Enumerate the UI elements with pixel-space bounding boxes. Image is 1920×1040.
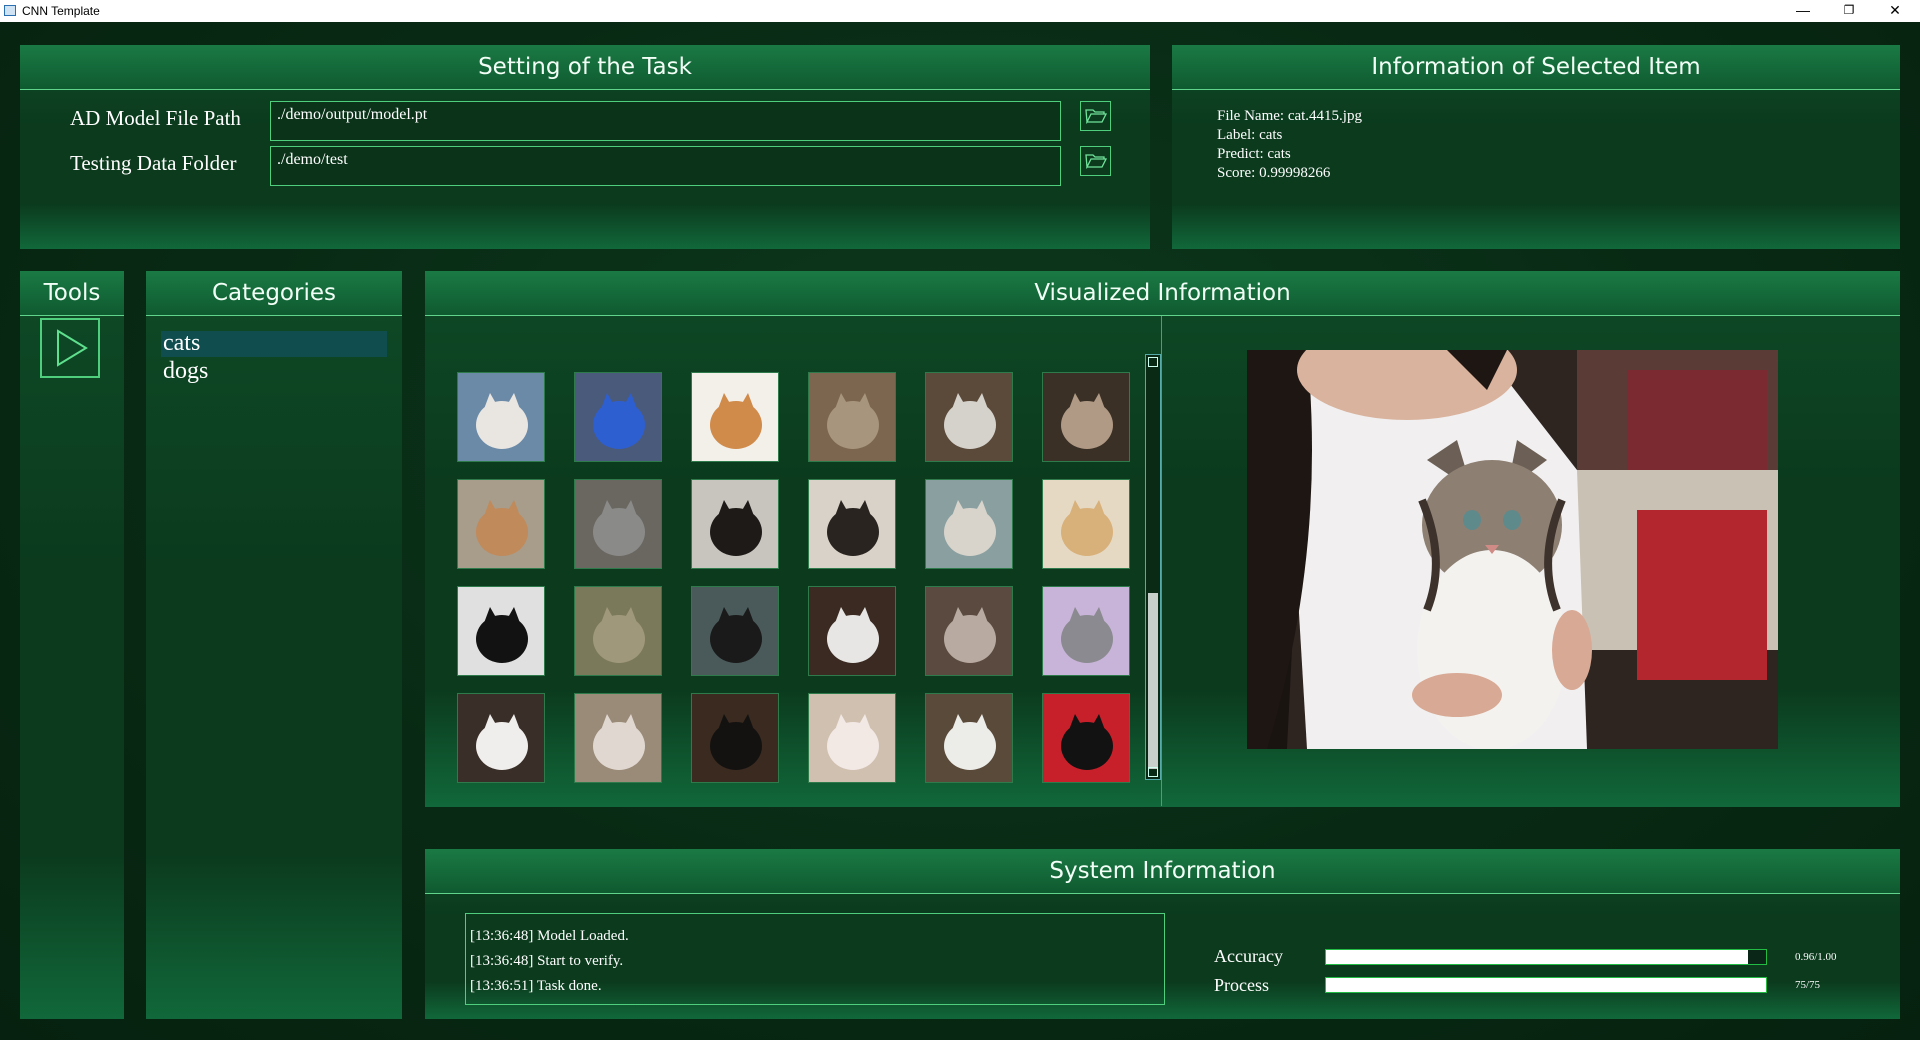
thumbnail-image[interactable] (925, 372, 1013, 462)
thumbnail-image[interactable] (691, 372, 779, 462)
info-score: Score: 0.99998266 (1217, 165, 1331, 181)
process-bar (1325, 977, 1767, 993)
info-label: Label: cats (1217, 127, 1283, 143)
categories-panel: Categories (146, 271, 402, 1019)
process-value: 75/75 (1795, 979, 1821, 991)
system-log: [13:36:48] Model Loaded. [13:36:48] Star… (465, 913, 1165, 1005)
preview-image (1247, 350, 1778, 749)
selected-info-panel: Information of Selected Item (1172, 45, 1900, 249)
thumbnail-image[interactable] (457, 479, 545, 569)
info-file-name: File Name: cat.4415.jpg (1217, 108, 1362, 124)
selected-info-title: Information of Selected Item (1172, 45, 1900, 90)
title-bar: CNN Template — ❐ ✕ (0, 0, 1920, 22)
maximize-button[interactable]: ❐ (1843, 3, 1855, 17)
thumbnail-image[interactable] (808, 586, 896, 676)
thumbnail-image[interactable] (1042, 586, 1130, 676)
accuracy-label: Accuracy (1214, 946, 1283, 966)
thumbnail-scrollbar[interactable] (1145, 354, 1161, 780)
data-folder-label: Testing Data Folder (70, 151, 237, 175)
log-line: [13:36:51] Task done. (470, 978, 602, 994)
thumbnail-image[interactable] (457, 586, 545, 676)
run-button[interactable] (40, 318, 100, 378)
scroll-up-arrow[interactable] (1148, 357, 1158, 367)
thumbnail-image[interactable] (691, 479, 779, 569)
accuracy-bar-fill (1326, 950, 1749, 964)
minimize-button[interactable]: — (1796, 2, 1810, 18)
process-bar-fill (1326, 978, 1766, 992)
folder-open-icon (1084, 109, 1107, 124)
window-title: CNN Template (22, 4, 100, 18)
thumbnail-image[interactable] (574, 693, 662, 783)
thumbnail-image[interactable] (925, 693, 1013, 783)
system-title: System Information (425, 849, 1900, 894)
process-label: Process (1214, 975, 1269, 995)
play-icon (57, 329, 88, 367)
close-button[interactable]: ✕ (1889, 2, 1901, 18)
log-line: [13:36:48] Model Loaded. (470, 928, 629, 944)
accuracy-bar (1325, 949, 1767, 965)
model-path-label: AD Model File Path (70, 106, 241, 130)
thumbnail-image[interactable] (808, 372, 896, 462)
category-item-cats[interactable]: cats (161, 331, 387, 357)
visualized-divider (1161, 316, 1162, 806)
thumbnail-image[interactable] (808, 693, 896, 783)
thumbnail-image[interactable] (574, 479, 662, 569)
model-path-browse-button[interactable] (1080, 101, 1111, 131)
thumbnail-image[interactable] (691, 693, 779, 783)
thumbnail-image[interactable] (457, 693, 545, 783)
thumbnail-image[interactable] (1042, 479, 1130, 569)
app-icon (4, 5, 16, 16)
thumbnail-image[interactable] (1042, 372, 1130, 462)
visualized-title: Visualized Information (425, 271, 1900, 316)
thumbnail-image[interactable] (457, 372, 545, 462)
model-path-input[interactable]: ./demo/output/model.pt (270, 101, 1061, 141)
data-folder-browse-button[interactable] (1080, 146, 1111, 176)
tools-title: Tools (20, 271, 124, 316)
accuracy-value: 0.96/1.00 (1795, 951, 1837, 963)
category-item-dogs[interactable]: dogs (163, 358, 209, 384)
scrollbar-thumb[interactable] (1148, 593, 1158, 769)
thumbnail-image[interactable] (574, 372, 662, 462)
categories-title: Categories (146, 271, 402, 316)
tools-panel: Tools (20, 271, 124, 1019)
info-predict: Predict: cats (1217, 146, 1291, 162)
task-setting-title: Setting of the Task (20, 45, 1150, 90)
thumbnail-image[interactable] (808, 479, 896, 569)
folder-open-icon (1084, 154, 1107, 169)
thumbnail-image[interactable] (574, 586, 662, 676)
data-folder-input[interactable]: ./demo/test (270, 146, 1061, 186)
log-line: [13:36:48] Start to verify. (470, 953, 624, 969)
thumbnail-image[interactable] (691, 586, 779, 676)
thumbnail-image[interactable] (925, 586, 1013, 676)
scroll-down-arrow[interactable] (1148, 767, 1158, 777)
thumbnail-image[interactable] (925, 479, 1013, 569)
thumbnail-image[interactable] (1042, 693, 1130, 783)
